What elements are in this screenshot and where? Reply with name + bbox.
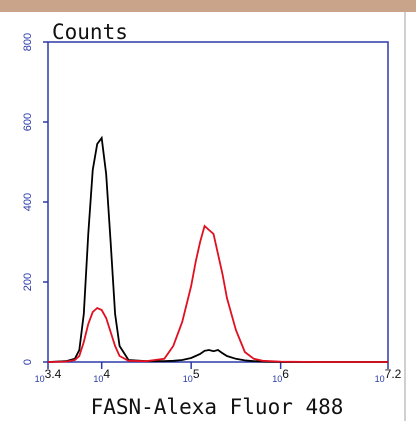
x-tick-label: 107.2	[375, 367, 402, 384]
plot-frame	[47, 41, 389, 363]
y-tick-label: 200	[22, 273, 34, 291]
y-tick-label: 400	[22, 193, 34, 211]
y-tick-label: 0	[22, 359, 34, 365]
y-tick-label: 800	[22, 33, 34, 51]
x-tick-label: 106	[272, 367, 289, 384]
x-axis-label: FASN-Alexa Fluor 488	[91, 395, 344, 419]
series-line	[47, 224, 388, 363]
x-tick-label: 105	[183, 367, 200, 384]
series-line	[47, 135, 388, 363]
x-tick-label: 103.4	[35, 367, 62, 384]
y-tick-label: 600	[22, 113, 34, 131]
x-tick-label: 104	[93, 367, 110, 384]
photo-strip	[0, 0, 416, 12]
chart-title: Counts	[52, 20, 128, 44]
